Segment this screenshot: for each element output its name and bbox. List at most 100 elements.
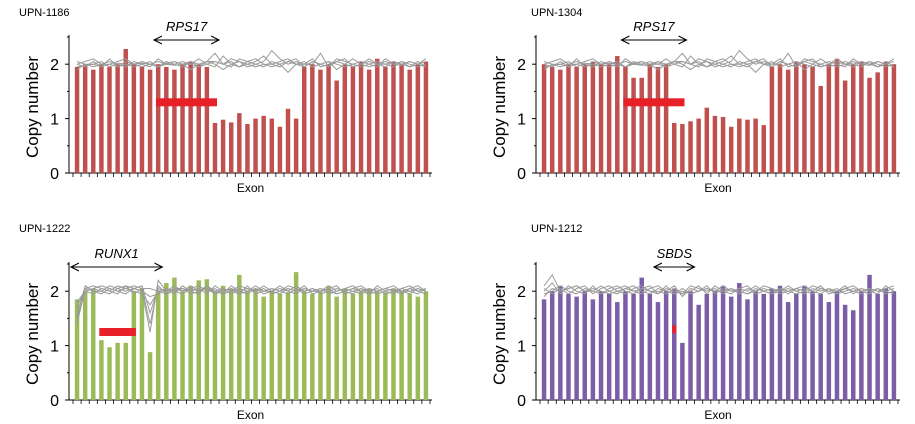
exon-bar [204,279,210,400]
exon-bar [842,80,848,173]
reference-sample-line [543,55,895,71]
exon-bar [769,66,775,173]
reference-sample-line [543,285,895,297]
deletion-marker [623,98,685,107]
exon-bar [777,285,783,400]
exon-bar [647,293,653,400]
exon-bar [107,66,112,173]
exon-bar [261,115,266,173]
exon-bar [745,299,750,400]
gene-label: RUNX1 [95,246,139,261]
exon-bar [541,299,547,400]
exon-bar [842,304,848,400]
exon-bar [834,291,840,400]
exon-bar [541,64,547,173]
exon-bar [647,64,653,173]
exon-bar [663,64,669,173]
exon-bar [366,288,372,400]
exon-bar [582,64,587,173]
exon-bar [74,299,80,400]
exon-bar [375,291,380,400]
exon-bar [851,310,856,400]
exon-bar [631,293,636,400]
exon-bar [590,61,596,174]
exon-bar [549,291,555,400]
y-tick-label: 2 [517,57,526,74]
exon-bar [696,118,701,173]
exon-bar [655,66,661,173]
exon-bar [237,274,242,400]
exon-bar [867,77,872,173]
exon-bar [115,64,120,173]
exon-bar [123,342,128,400]
panel-upn-1222: UPN-1222 Copy number Exon 0 1 2 RUNX1 [19,223,432,422]
exon-bar [147,69,153,173]
exon-bar [318,69,323,173]
exon-bar [639,77,644,173]
exon-bar [761,125,766,173]
exon-bar [818,85,823,173]
exon-bar [212,291,218,400]
exon-bar [415,64,421,173]
y-axis-label: Copy number [23,56,42,158]
exon-bar [139,66,145,173]
exon-bar [663,291,669,400]
exon-bar [891,64,897,173]
exon-bar [859,291,864,400]
exon-bar [310,293,315,400]
exon-bar [875,293,880,400]
deletion-marker [156,98,217,107]
exon-bar [277,126,283,173]
exon-bar [802,64,807,173]
reference-sample-line [76,55,427,74]
exon-bar [566,293,571,400]
exon-bar [318,291,323,400]
exon-bar [615,302,620,400]
exon-bar [672,122,677,173]
exon-bar [196,280,201,400]
exon-bar [785,69,791,173]
exon-bar [761,293,766,400]
exon-bar [785,302,791,400]
y-axis-label: Copy number [490,283,509,385]
reference-sample-line [76,55,427,71]
reference-sample-line [77,58,427,71]
x-axis-label: Exon [237,181,264,195]
exon-bar [204,66,210,173]
exon-bar [326,64,331,173]
exon-bar [82,64,88,173]
exon-bar [623,66,628,173]
exon-bar [334,296,339,400]
exon-bar [302,66,307,173]
exon-bar [818,293,823,400]
exon-bar [172,69,177,173]
exon-bar [794,61,799,174]
exon-bar [851,64,856,173]
panel-upn-1212: UPN-1212 Copy number Exon 0 1 2 SBDS [490,223,900,422]
exon-bar [574,296,579,400]
exon-bar [285,108,291,173]
exon-bar [212,122,218,173]
exon-bar [834,58,840,174]
panel-title: UPN-1304 [531,7,582,19]
y-tick-label: 2 [517,284,526,301]
deletion-marker [672,325,677,334]
exon-bar [155,291,161,400]
exon-bar [358,291,364,400]
exon-bar [180,64,185,173]
exon-bar [196,64,201,173]
reference-sample-line [543,55,895,74]
exon-bar [74,66,80,173]
y-tick-label: 2 [50,57,59,74]
y-axis-label: Copy number [490,56,509,158]
y-tick-label: 0 [50,393,59,410]
reference-sample-line [76,285,427,303]
exon-bar [375,58,380,174]
exon-bar [123,48,128,173]
y-tick-label: 1 [50,112,59,129]
exon-bar [131,291,137,400]
y-tick-label: 0 [50,166,59,183]
reference-sample-line [76,285,427,308]
exon-bar [228,288,234,400]
